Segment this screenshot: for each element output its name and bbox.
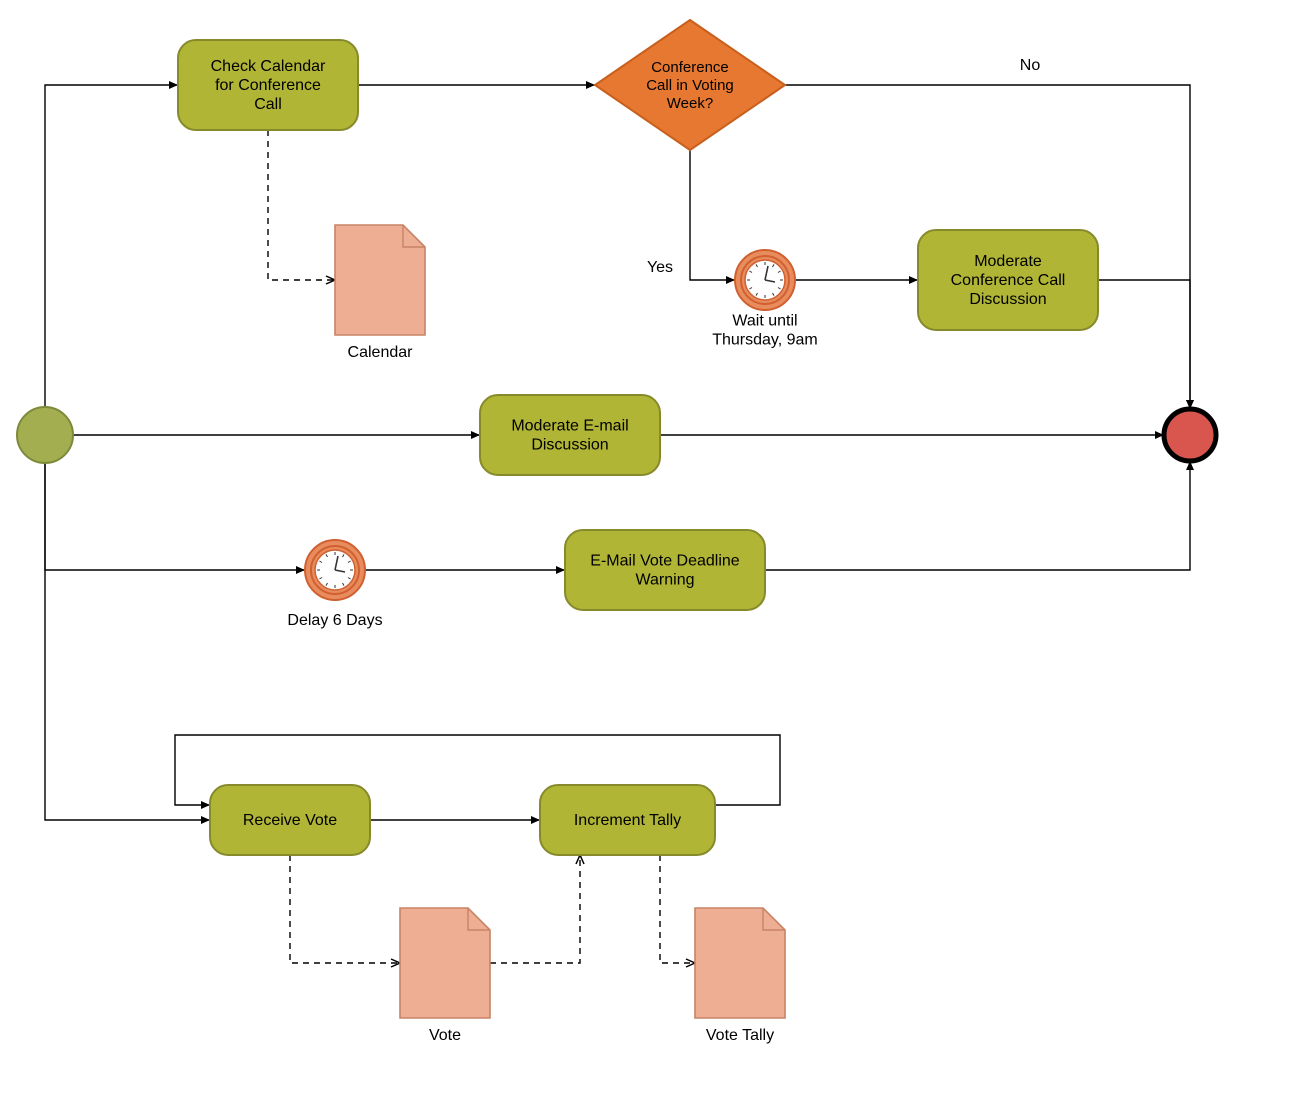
e-deadline-end: [765, 461, 1190, 570]
e-start-recv: [45, 463, 210, 820]
e-docvote-inc: [490, 855, 580, 963]
e-modconf-end: [1098, 280, 1190, 409]
svg-text:Receive Vote: Receive Vote: [243, 812, 337, 829]
svg-text:E-Mail Vote Deadline: E-Mail Vote Deadline: [590, 553, 740, 570]
svg-text:Moderate E-mail: Moderate E-mail: [511, 418, 628, 435]
svg-text:for Conference: for Conference: [215, 77, 321, 94]
doc_tally: Vote Tally: [695, 908, 785, 1044]
svg-text:Moderate: Moderate: [974, 253, 1042, 270]
svg-text:Warning: Warning: [636, 572, 695, 589]
svg-text:Discussion: Discussion: [531, 437, 608, 454]
recv_vote: Receive Vote: [210, 785, 370, 855]
svg-text:Conference: Conference: [651, 59, 729, 76]
check_cal: Check Calendar for Conference Call: [178, 40, 358, 130]
end: [1164, 409, 1216, 461]
e-check-doccal: [268, 130, 335, 280]
svg-text:Check Calendar: Check Calendar: [211, 58, 326, 75]
mod_conf: Moderate Conference Call Discussion: [918, 230, 1098, 330]
timer_delay: Delay 6 Days: [287, 540, 382, 629]
svg-text:Thursday, 9am: Thursday, 9am: [712, 332, 818, 349]
e-start-check: [45, 85, 178, 407]
e-start-delay: [45, 463, 305, 570]
gateway: ConferenceCall in VotingWeek?: [595, 20, 785, 150]
mod_email: Moderate E-mail Discussion: [480, 395, 660, 475]
svg-text:Call: Call: [254, 96, 282, 113]
doc_cal: Calendar: [335, 225, 425, 361]
e-inc-doctally: [660, 855, 695, 963]
doc_vote: Vote: [400, 908, 490, 1044]
inc_tally: Increment Tally: [540, 785, 715, 855]
svg-text:Call in Voting: Call in Voting: [646, 77, 734, 94]
svg-text:Calendar: Calendar: [348, 344, 414, 361]
svg-text:Week?: Week?: [667, 95, 713, 112]
svg-text:Delay 6 Days: Delay 6 Days: [287, 612, 382, 629]
start: [17, 407, 73, 463]
svg-text:Wait until: Wait until: [732, 313, 797, 330]
svg-text:Vote Tally: Vote Tally: [706, 1027, 774, 1044]
e-recv-docvote: [290, 855, 400, 963]
timer_wait: Wait until Thursday, 9am: [712, 250, 818, 349]
e-gateway-no-label: No: [1020, 57, 1041, 74]
svg-text:Vote: Vote: [429, 1027, 461, 1044]
svg-text:Increment Tally: Increment Tally: [574, 812, 681, 829]
bpmn-diagram: No Yes Check Calendar for Conference Call Mod…: [0, 0, 1313, 1100]
e-gateway-yes: [690, 150, 735, 280]
nodes-layer: Check Calendar for Conference Call Moderate…: [17, 20, 1216, 1044]
svg-text:Discussion: Discussion: [969, 291, 1046, 308]
e-gateway-yes-label: Yes: [647, 259, 673, 276]
deadline: E-Mail Vote Deadline Warning: [565, 530, 765, 610]
svg-text:Conference Call: Conference Call: [951, 272, 1066, 289]
